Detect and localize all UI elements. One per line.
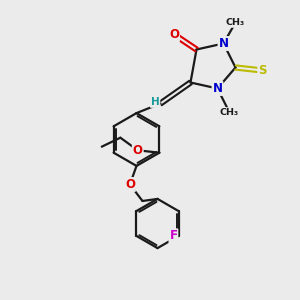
Text: O: O bbox=[125, 178, 135, 191]
Text: O: O bbox=[133, 144, 143, 157]
Text: H: H bbox=[151, 97, 160, 107]
Text: CH₃: CH₃ bbox=[226, 18, 245, 27]
Text: N: N bbox=[212, 82, 223, 95]
Text: F: F bbox=[169, 229, 177, 242]
Text: N: N bbox=[218, 37, 229, 50]
Text: CH₃: CH₃ bbox=[220, 108, 239, 117]
Text: S: S bbox=[258, 64, 267, 77]
Text: O: O bbox=[169, 28, 179, 41]
